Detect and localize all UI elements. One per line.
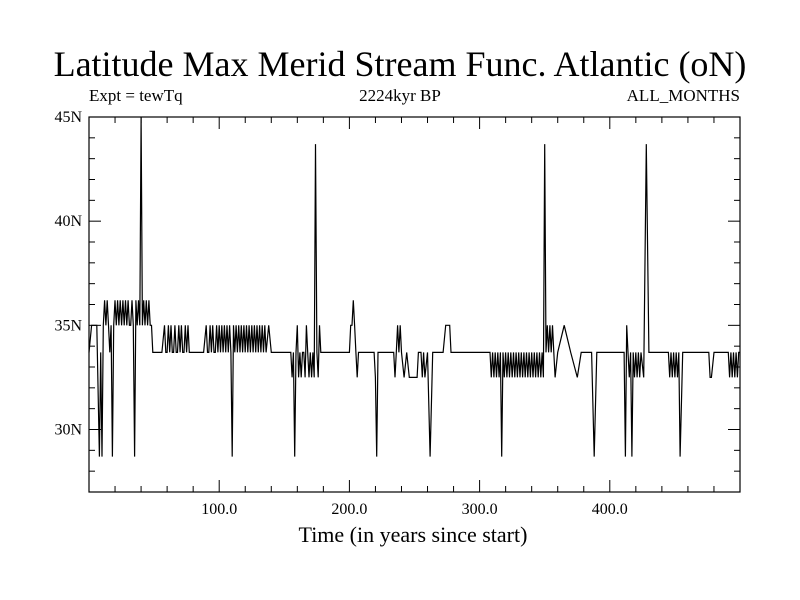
x-tick-label: 200.0 [331, 501, 367, 518]
months-label: ALL_MONTHS [626, 86, 740, 105]
x-tick-label: 300.0 [462, 501, 498, 518]
x-tick-label: 100.0 [201, 501, 237, 518]
period-label: 2224kyr BP [359, 86, 441, 105]
experiment-label: Expt = tewTq [89, 86, 183, 105]
x-axis-label: Time (in years since start) [298, 522, 528, 547]
chart-title: Latitude Max Merid Stream Func. Atlantic… [53, 44, 747, 84]
y-tick-label: 30N [54, 422, 82, 439]
y-tick-label: 40N [54, 213, 82, 230]
x-tick-label: 400.0 [592, 501, 628, 518]
y-tick-label: 45N [54, 109, 82, 126]
plot-frame [88, 116, 741, 493]
axis-tick-labels: 100.0 200.0 300.0 400.0 30N 35N 40N 45N [54, 109, 627, 518]
series-line [88, 116, 740, 457]
axis-ticks [89, 116, 740, 493]
y-tick-label: 35N [54, 317, 82, 334]
